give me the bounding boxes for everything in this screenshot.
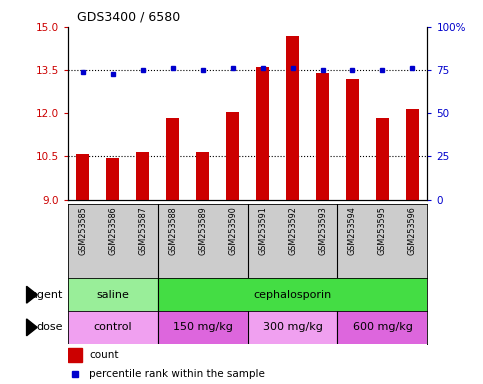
Text: GSM253596: GSM253596 (408, 207, 417, 255)
Text: agent: agent (30, 290, 63, 300)
Bar (157, 278, 427, 311)
Text: GSM253594: GSM253594 (348, 207, 357, 255)
Bar (338, 311, 427, 344)
Bar (226, 112, 239, 200)
Text: GSM253589: GSM253589 (198, 207, 207, 255)
Text: saline: saline (96, 290, 129, 300)
Bar (136, 152, 149, 200)
Bar (106, 158, 119, 200)
Text: dose: dose (36, 322, 63, 333)
Bar (196, 152, 209, 200)
Text: GSM253586: GSM253586 (108, 207, 117, 255)
Text: GSM253590: GSM253590 (228, 207, 237, 255)
Bar (286, 36, 299, 200)
Text: cephalosporin: cephalosporin (254, 290, 332, 300)
Bar (68, 278, 157, 311)
Text: 300 mg/kg: 300 mg/kg (263, 322, 323, 333)
Text: GSM253591: GSM253591 (258, 207, 267, 255)
Text: 150 mg/kg: 150 mg/kg (172, 322, 232, 333)
Bar (157, 311, 247, 344)
Text: 600 mg/kg: 600 mg/kg (353, 322, 412, 333)
Text: count: count (89, 350, 119, 360)
Text: control: control (93, 322, 132, 333)
Bar (68, 311, 157, 344)
Bar (376, 118, 389, 200)
Text: GSM253588: GSM253588 (168, 207, 177, 255)
Bar (346, 79, 359, 200)
Bar (248, 311, 338, 344)
Bar (166, 118, 179, 200)
Text: GSM253593: GSM253593 (318, 207, 327, 255)
Bar (76, 154, 89, 200)
Text: GSM253595: GSM253595 (378, 207, 387, 255)
Bar (256, 67, 270, 200)
Text: GSM253592: GSM253592 (288, 207, 297, 255)
Text: GDS3400 / 6580: GDS3400 / 6580 (77, 10, 181, 23)
Text: GSM253587: GSM253587 (138, 207, 147, 255)
Bar (316, 73, 329, 200)
Bar (406, 109, 419, 200)
Text: percentile rank within the sample: percentile rank within the sample (89, 369, 265, 379)
Bar (68, 348, 82, 362)
Text: GSM253585: GSM253585 (78, 207, 87, 255)
